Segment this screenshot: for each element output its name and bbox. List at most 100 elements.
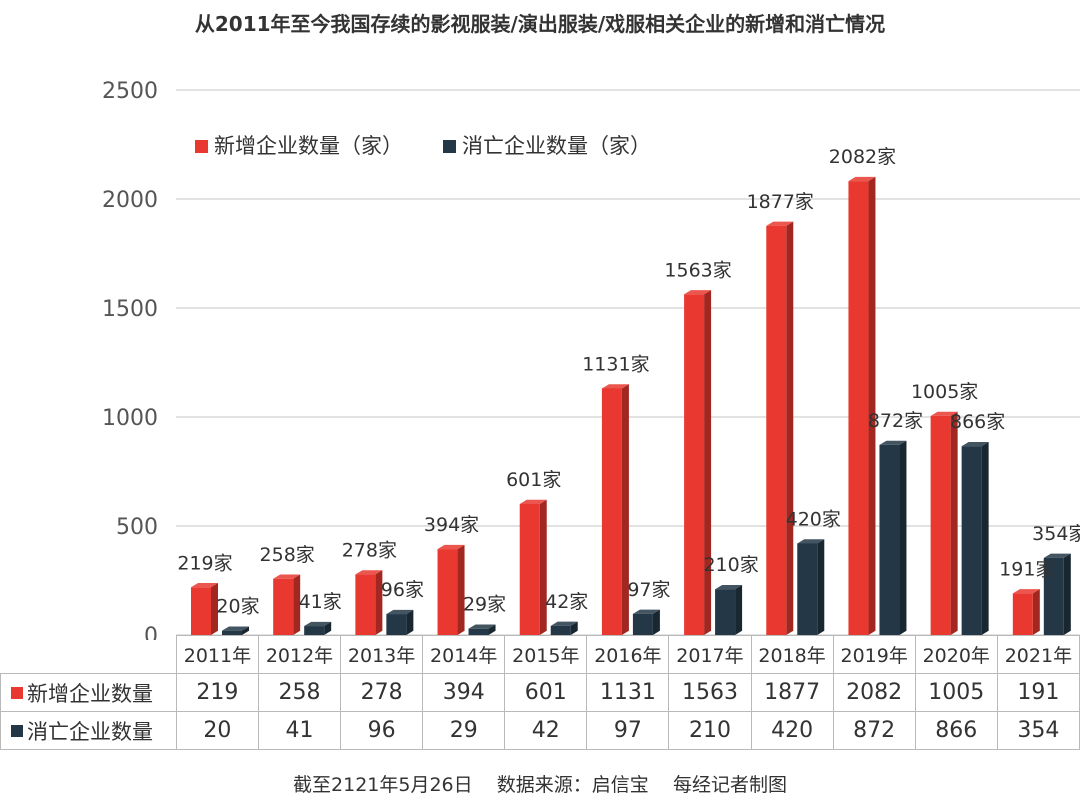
bar-closed-8 — [879, 440, 907, 635]
bar-closed-10-side — [1063, 553, 1071, 635]
table-cell: 219 — [175, 673, 259, 712]
bar-new-1-top — [273, 574, 301, 579]
bar-new-9-top — [930, 411, 958, 416]
table-cell: 258 — [257, 673, 342, 712]
bars — [191, 176, 1071, 635]
table-row-new: 新增企业数量 219 258 278 394 601 1131 1563 1877 2082 100… — [0, 673, 1080, 712]
table-cell: 354 — [996, 711, 1080, 750]
chart-title: 从2011年至今我国存续的影视服装/演出服装/戏服相关企业的新增和消亡情况 — [194, 12, 886, 36]
bar-closed-8-side — [899, 440, 907, 635]
table-cell: 1563 — [668, 673, 752, 712]
bar-closed-9-side — [981, 442, 989, 635]
table-corner — [0, 635, 177, 674]
bar-new-0-side — [211, 583, 218, 635]
bar-new-1 — [273, 574, 301, 635]
table-cell: 96 — [340, 711, 424, 750]
table-year-header: 2011年 — [175, 635, 259, 674]
table-header-row: 2011年 2012年 2013年 2014年 2015年 2016年 2017年 2018年… — [0, 635, 1080, 674]
bar-new-2-side — [375, 570, 383, 635]
bar-new-8-top — [848, 176, 876, 182]
bar-new-4-top — [519, 499, 547, 504]
table-swatch-closed — [11, 724, 23, 737]
data-label-closed: 210家 — [703, 554, 758, 576]
bar-closed-6-top — [715, 585, 743, 590]
table-cell: 278 — [340, 673, 424, 712]
bar-new-4-side — [539, 499, 547, 635]
bar-new-5-side — [621, 384, 629, 635]
bar-closed-6 — [715, 585, 743, 635]
bar-closed-5-front — [632, 613, 653, 635]
data-label-new: 1563家 — [664, 259, 731, 281]
bar-closed-6-front — [715, 589, 736, 635]
bar-closed-3-side — [488, 624, 496, 635]
legend-swatch-new — [195, 140, 208, 153]
bar-closed-8-top — [879, 440, 907, 445]
bar-new-2 — [355, 570, 383, 635]
bar-new-7-top — [766, 221, 794, 226]
table-cell: 420 — [750, 711, 834, 750]
data-label-closed: 420家 — [786, 508, 841, 530]
table-year-header: 2019年 — [832, 635, 916, 674]
bar-new-9 — [930, 411, 958, 635]
data-label-closed: 41家 — [299, 591, 342, 613]
bar-new-7-side — [786, 221, 794, 635]
data-label-closed: 872家 — [868, 410, 923, 432]
bar-closed-7-front — [797, 543, 818, 635]
bar-closed-2 — [386, 609, 414, 635]
legend-label-new: 新增企业数量（家） — [214, 134, 403, 158]
bar-closed-3-top — [468, 624, 496, 629]
bar-new-6-front — [684, 294, 705, 635]
table-year-header: 2021年 — [996, 635, 1080, 674]
bar-closed-2-top — [386, 609, 414, 615]
data-label-new: 278家 — [342, 539, 397, 561]
bar-new-3-front — [437, 549, 458, 635]
table-row-closed: 消亡企业数量 20 41 96 29 42 97 210 420 872 866 354 — [0, 711, 1080, 750]
bar-closed-0-front — [222, 630, 242, 635]
bar-new-8 — [848, 176, 876, 635]
data-label-closed: 354家 — [1032, 523, 1080, 545]
bar-new-1-side — [293, 574, 301, 635]
bar-new-7 — [766, 221, 794, 635]
table-cell: 29 — [422, 711, 506, 750]
bar-closed-2-side — [406, 609, 414, 635]
bar-closed-0-top — [222, 626, 249, 631]
data-label-closed: 20家 — [216, 596, 259, 618]
bar-new-1-front — [273, 578, 294, 635]
bar-new-7-front — [766, 225, 787, 635]
table-cell: 872 — [832, 711, 916, 750]
table-cell: 97 — [586, 711, 670, 750]
bar-closed-5-top — [632, 609, 660, 614]
bar-closed-10-top — [1043, 553, 1071, 558]
table-swatch-new — [11, 686, 23, 699]
data-label-closed: 97家 — [627, 579, 670, 601]
y-tick-label: 2500 — [102, 79, 158, 104]
bar-closed-9-front — [961, 446, 982, 635]
bar-new-5-front — [601, 388, 622, 635]
data-table: 2011年 2012年 2013年 2014年 2015年 2016年 2017年 2018年… — [0, 635, 1080, 750]
legend: 新增企业数量（家） 消亡企业数量（家） — [195, 134, 651, 158]
bar-closed-0-side — [242, 626, 249, 635]
bar-closed-10 — [1043, 553, 1071, 635]
table-year-header: 2015年 — [504, 635, 588, 674]
bar-closed-10-front — [1043, 557, 1064, 635]
table-cell: 42 — [504, 711, 588, 750]
bar-closed-0 — [222, 626, 249, 635]
table-cell: 1131 — [586, 673, 670, 712]
bar-closed-7-side — [817, 539, 825, 635]
bar-new-4 — [519, 499, 547, 635]
y-tick-label: 2000 — [102, 188, 158, 213]
data-labels: 219家 20家 258家 41家 278家 96家 394家 29家 601家 42家 1131家… — [177, 146, 1080, 618]
table-row-label-text: 新增企业数量 — [27, 681, 153, 706]
bar-closed-3 — [468, 624, 496, 635]
bar-new-10-side — [1032, 589, 1040, 635]
bar-new-3-side — [457, 544, 465, 635]
bar-new-8-front — [848, 181, 869, 635]
bar-new-0-top — [191, 583, 218, 588]
bar-new-9-side — [950, 411, 958, 635]
bar-new-5 — [601, 384, 629, 635]
bar-closed-1-top — [304, 621, 332, 627]
data-label-new: 191家 — [999, 558, 1054, 580]
table-year-header: 2017年 — [668, 635, 752, 674]
